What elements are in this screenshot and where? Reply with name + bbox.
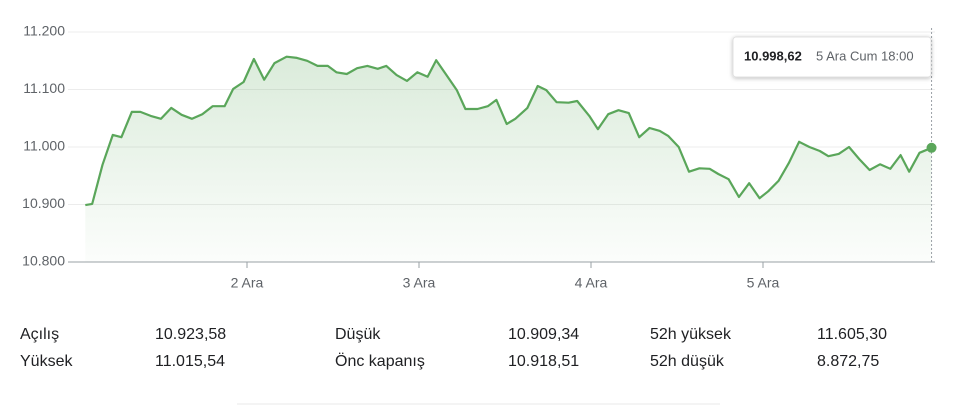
stat-label: Açılış [20, 326, 59, 343]
tooltip: 10.998,62 5 Ara Cum 18:00 [732, 36, 932, 78]
area [85, 56, 932, 263]
stat-label: Önc kapanış [335, 352, 425, 370]
stat-value: 11.605,30 [817, 326, 887, 343]
stat-value: 10.909,34 [508, 326, 579, 343]
x-tick-label: 3 Ara [403, 275, 436, 291]
y-tick-label: 11.000 [23, 138, 65, 154]
stat-value: 8.872,75 [817, 353, 879, 370]
y-tick-label: 10.900 [22, 195, 65, 211]
tooltip-date: 5 Ara Cum 18:00 [816, 48, 914, 63]
tooltip-value: 10.998,62 [744, 48, 802, 63]
stat-label: Düşük [335, 326, 381, 343]
x-tick-label: 2 Ara [231, 275, 264, 291]
tooltip-box [732, 36, 932, 78]
stat-value: 10.918,51 [508, 353, 579, 370]
stat-value: 11.015,54 [155, 353, 225, 370]
y-tick-label: 11.100 [23, 80, 65, 96]
hover-dot [926, 142, 937, 153]
y-tick-label: 10.800 [22, 253, 65, 269]
x-tick-label: 5 Ara [747, 275, 780, 291]
y-tick-label: 11.200 [23, 23, 65, 39]
price-line [85, 55, 933, 207]
stat-value: 10.923,58 [155, 326, 226, 343]
stat-label: 52h yüksek [650, 326, 732, 343]
stat-label: 52h düşük [650, 353, 725, 370]
x-tick-label: 4 Ara [575, 275, 608, 291]
stat-label: Yüksek [20, 353, 73, 370]
